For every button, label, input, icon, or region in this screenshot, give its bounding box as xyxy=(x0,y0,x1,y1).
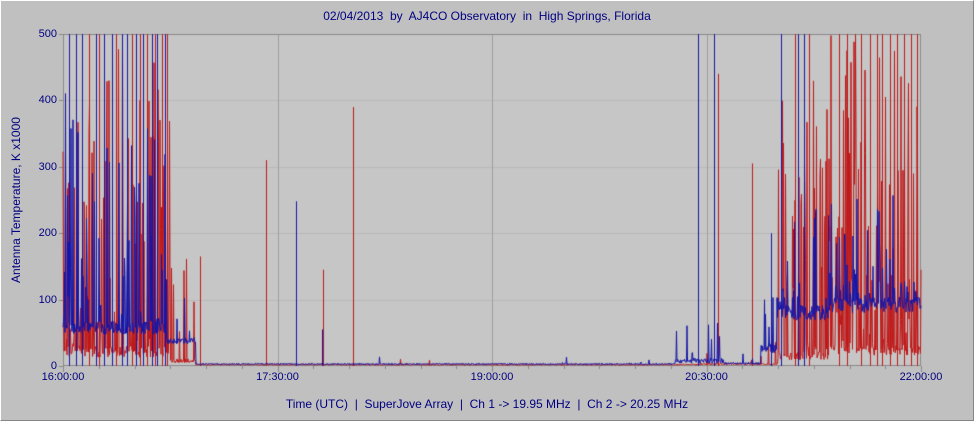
x-axis-tick-label: 20:30:00 xyxy=(685,371,728,383)
y-axis-tick-label: 400 xyxy=(38,94,57,107)
y-axis-title: Antenna Temperature, K x1000 xyxy=(9,117,23,283)
y-axis-tick-label: 0 xyxy=(50,360,57,372)
chart-title: 02/04/2013 by AJ4CO Observatory in High … xyxy=(323,9,651,23)
x-axis-tick-label: 16:00:00 xyxy=(41,371,85,383)
x-axis-tick-label: 22:00:00 xyxy=(899,371,943,383)
x-axis-tick-label: 17:30:00 xyxy=(256,371,299,383)
y-axis-tick-label: 500 xyxy=(38,28,57,40)
x-axis-title: Time (UTC) | SuperJove Array | Ch 1 -> 1… xyxy=(285,397,689,411)
y-axis-tick-label: 300 xyxy=(38,160,57,173)
y-axis-tick-label: 100 xyxy=(38,293,57,306)
y-axis-tick-label: 200 xyxy=(38,227,57,240)
x-axis-tick-label: 19:00:00 xyxy=(470,371,514,383)
